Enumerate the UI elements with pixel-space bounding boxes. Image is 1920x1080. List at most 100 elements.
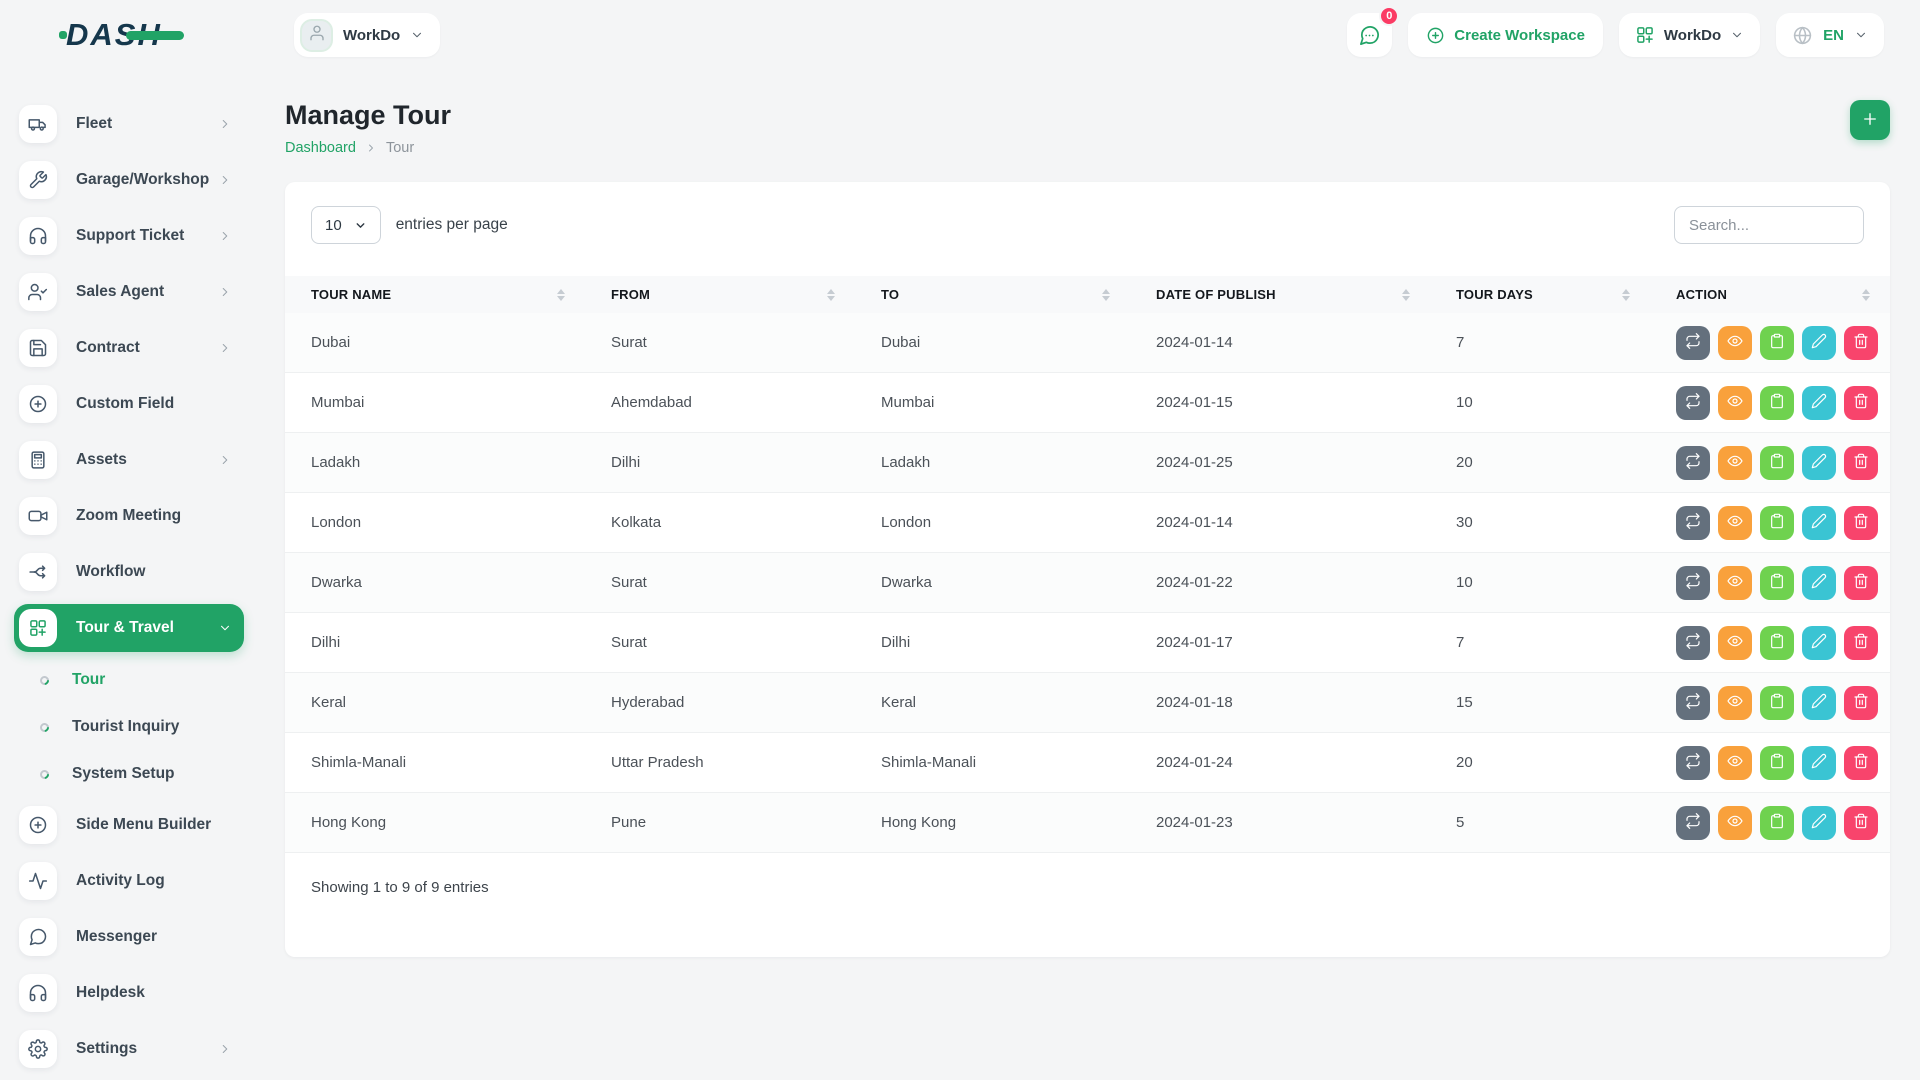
sidebar-item-custom-field[interactable]: Custom Field [14,380,244,428]
copy-button[interactable] [1760,685,1794,720]
sidebar: Fleet Garage/Workshop Support Ticket Sales … [0,70,258,1080]
edit-button[interactable] [1802,805,1836,840]
sidebar-item-garage-workshop[interactable]: Garage/Workshop [14,156,244,204]
sort-icon[interactable] [827,288,835,301]
column-header-to[interactable]: TO [855,276,1130,313]
sidebar-item-sales-agent[interactable]: Sales Agent [14,268,244,316]
sidebar-item-workflow[interactable]: Workflow [14,548,244,596]
create-workspace-button[interactable]: Create Workspace [1408,13,1603,57]
grid-plus-icon [1635,25,1655,45]
table-row: Keral Hyderabad Keral 2024-01-18 15 [285,672,1890,733]
copy-button[interactable] [1760,385,1794,420]
app-logo[interactable]: DASH [0,17,258,53]
edit-button[interactable] [1802,325,1836,360]
duplicate-button[interactable] [1676,565,1710,600]
sidebar-item-zoom-meeting[interactable]: Zoom Meeting [14,492,244,540]
table-cell: 2024-01-25 [1130,432,1430,493]
sidebar-subitem-tour[interactable]: Tour [14,660,244,700]
delete-button[interactable] [1844,385,1878,420]
view-button[interactable] [1718,385,1752,420]
sidebar-item-assets[interactable]: Assets [14,436,244,484]
table-cell: Dilhi [855,612,1130,673]
delete-button[interactable] [1844,445,1878,480]
delete-button[interactable] [1844,505,1878,540]
sidebar-item-fleet[interactable]: Fleet [14,100,244,148]
sidebar-item-side-menu-builder[interactable]: Side Menu Builder [14,801,244,849]
copy-button[interactable] [1760,805,1794,840]
sort-icon[interactable] [1862,288,1870,301]
duplicate-button[interactable] [1676,805,1710,840]
sidebar-item-support-ticket[interactable]: Support Ticket [14,212,244,260]
add-tour-button[interactable] [1850,100,1890,140]
copy-button[interactable] [1760,625,1794,660]
sort-icon[interactable] [1402,288,1410,301]
current-workspace-dropdown[interactable]: WorkDo [294,13,441,57]
sidebar-item-settings[interactable]: Settings [14,1025,244,1073]
sidebar-item-contract[interactable]: Contract [14,324,244,372]
sidebar-item-tour-travel[interactable]: Tour & Travel [14,604,244,652]
column-header-action[interactable]: ACTION [1650,276,1890,313]
view-button[interactable] [1718,745,1752,780]
search-input[interactable] [1674,206,1864,244]
view-button[interactable] [1718,625,1752,660]
messages-button[interactable]: 0 [1347,6,1400,57]
copy-button[interactable] [1760,505,1794,540]
view-button[interactable] [1718,325,1752,360]
view-button[interactable] [1718,565,1752,600]
delete-button[interactable] [1844,325,1878,360]
delete-button[interactable] [1844,685,1878,720]
edit-button[interactable] [1802,385,1836,420]
sidebar-item-activity-log[interactable]: Activity Log [14,857,244,905]
duplicate-button[interactable] [1676,625,1710,660]
table-cell: Kolkata [585,492,855,553]
sort-icon[interactable] [1102,288,1110,301]
language-dropdown[interactable]: EN [1776,13,1884,57]
delete-button[interactable] [1844,625,1878,660]
copy-button[interactable] [1760,565,1794,600]
column-header-tour-days[interactable]: TOUR DAYS [1430,276,1650,313]
view-button[interactable] [1718,445,1752,480]
duplicate-button[interactable] [1676,445,1710,480]
copy-button[interactable] [1760,445,1794,480]
copy-button[interactable] [1760,745,1794,780]
edit-button[interactable] [1802,445,1836,480]
edit-button[interactable] [1802,625,1836,660]
workspace-switcher-dropdown[interactable]: WorkDo [1618,13,1761,57]
sidebar-subitem-tourist-inquiry[interactable]: Tourist Inquiry [14,707,244,747]
page-title: Manage Tour [285,100,452,130]
edit-button[interactable] [1802,505,1836,540]
eye-icon [1727,813,1743,832]
edit-button[interactable] [1802,685,1836,720]
duplicate-button[interactable] [1676,385,1710,420]
edit-button[interactable] [1802,745,1836,780]
column-header-from[interactable]: FROM [585,276,855,313]
sort-icon[interactable] [1622,288,1630,301]
entries-per-page-select[interactable]: 10 [311,206,381,244]
eye-icon [1727,333,1743,352]
breadcrumb: Dashboard Tour [285,140,451,156]
delete-button[interactable] [1844,805,1878,840]
logo-dot [59,31,67,39]
view-button[interactable] [1718,685,1752,720]
view-button[interactable] [1718,505,1752,540]
duplicate-button[interactable] [1676,685,1710,720]
delete-button[interactable] [1844,745,1878,780]
copy-button[interactable] [1760,325,1794,360]
duplicate-button[interactable] [1676,325,1710,360]
pencil-icon [1811,513,1827,532]
repeat-icon [1685,573,1701,592]
sort-icon[interactable] [557,288,565,301]
sidebar-subitem-system-setup[interactable]: System Setup [14,754,244,794]
delete-button[interactable] [1844,565,1878,600]
column-header-date-of-publish[interactable]: DATE OF PUBLISH [1130,276,1430,313]
table-cell: 2024-01-18 [1130,672,1430,733]
sidebar-item-messenger[interactable]: Messenger [14,913,244,961]
table-cell: Keral [855,672,1130,733]
column-header-tour-name[interactable]: TOUR NAME [285,276,585,313]
edit-button[interactable] [1802,565,1836,600]
duplicate-button[interactable] [1676,505,1710,540]
view-button[interactable] [1718,805,1752,840]
sidebar-item-helpdesk[interactable]: Helpdesk [14,969,244,1017]
duplicate-button[interactable] [1676,745,1710,780]
breadcrumb-dashboard-link[interactable]: Dashboard [285,140,356,156]
